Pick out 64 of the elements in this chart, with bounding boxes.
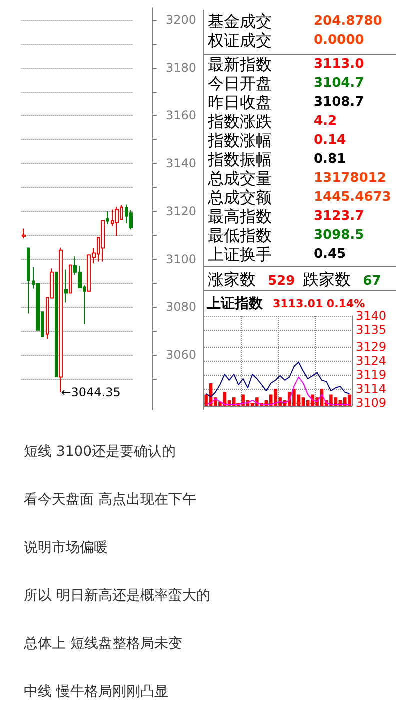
y-tick-label: 3060: [166, 348, 197, 362]
candlestick: [115, 206, 119, 237]
text: 4.2: [314, 114, 338, 129]
y-tick-label: 3180: [166, 60, 197, 75]
text: 3098.5: [314, 228, 364, 243]
candlestick: [69, 264, 72, 294]
text: 204.8780: [314, 14, 382, 29]
y-tick-label: 3120: [166, 204, 197, 218]
text: 看今天盘面 高点出现在下午: [24, 491, 198, 510]
y-tick-label: 3100: [166, 252, 197, 266]
category-label: 最新指数: [208, 55, 272, 74]
text: 3104.7: [314, 76, 364, 91]
text: 短线 3100还是要确认的: [24, 443, 178, 462]
category-label: 今日开盘: [208, 74, 272, 93]
y-tick-label: 3160: [166, 108, 197, 123]
y-tick-label: 3109: [356, 396, 387, 410]
text: 0.45: [314, 247, 346, 262]
chart-title: 上证指数: [206, 296, 264, 312]
text: 3108.7: [314, 95, 364, 110]
category-label: 基金成交: [208, 12, 272, 31]
y-tick-label: 3135: [356, 323, 387, 338]
text: 1445.4673: [314, 190, 392, 205]
text: 67: [363, 274, 382, 289]
y-tick-label: 3124: [356, 354, 387, 368]
category-label: 最高指数: [208, 207, 272, 226]
y-tick-label: 3114: [356, 382, 387, 396]
category-label: 上证换手: [208, 245, 272, 264]
text: 13178012: [314, 171, 386, 186]
category-label: 总成交量: [208, 169, 272, 188]
category-label: 总成交额: [208, 188, 272, 207]
category-label: 涨家数: [208, 270, 256, 289]
category-label: 跌家数: [303, 270, 352, 289]
category-label: 指数涨跌: [208, 112, 272, 131]
text: 中线 慢牛格局刚刚凸显: [24, 683, 170, 702]
candlestick: [22, 228, 26, 240]
category-label: 权证成交: [208, 31, 272, 50]
candlestick: [59, 247, 63, 393]
candlestick: [106, 210, 109, 226]
text: 所以 明日新高还是概率蛮大的: [24, 587, 212, 606]
category-label: 最低指数: [208, 226, 272, 245]
text: 3113.0: [314, 57, 364, 72]
text: 0.81: [314, 152, 346, 167]
y-tick-label: 3140: [356, 309, 387, 323]
candlestick: [27, 248, 30, 314]
text: 0.14: [314, 133, 346, 148]
y-tick-label: 3080: [166, 300, 197, 314]
line-series: [206, 362, 350, 398]
text: 3123.7: [314, 209, 364, 224]
candlestick: [55, 272, 58, 378]
y-tick-label: 3200: [166, 12, 197, 27]
text: 说明市场偏暖: [24, 539, 109, 558]
candlestick: [64, 269, 68, 304]
category-label: 指数振幅: [208, 150, 272, 169]
text: 529: [268, 274, 296, 289]
text: 0.0000: [314, 33, 364, 48]
y-tick-label: 3129: [356, 340, 387, 354]
category-label: 指数涨幅: [208, 131, 272, 150]
text: 总体上 短线盘整格局未变: [24, 635, 184, 654]
y-tick-label: 3119: [356, 368, 387, 382]
category-label: 昨日收盘: [208, 93, 272, 112]
y-tick-label: 3140: [166, 156, 197, 171]
chart-subtitle: 3113.01 0.14%: [273, 298, 366, 310]
candlestick: [101, 220, 105, 262]
annotation: ←3044.35: [61, 385, 121, 400]
